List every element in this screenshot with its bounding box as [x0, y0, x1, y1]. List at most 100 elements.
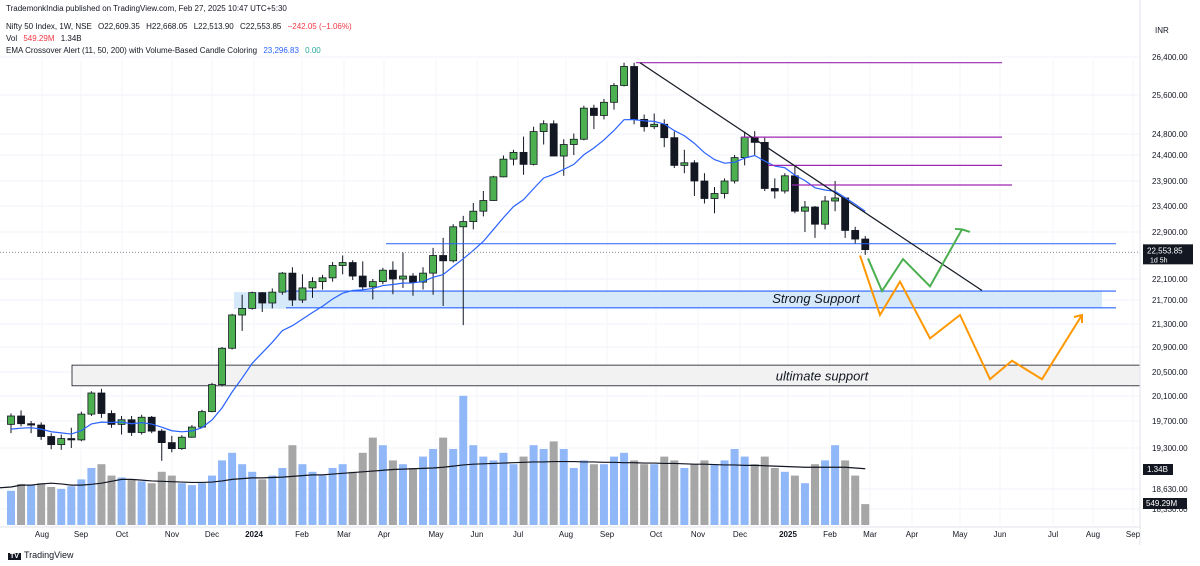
volume-bar: [67, 486, 76, 525]
candle-body: [328, 265, 337, 279]
volume-bar: [680, 468, 689, 525]
candle-body: [770, 188, 779, 192]
vol-label[interactable]: Vol: [6, 34, 18, 43]
projection-orange-arrowhead: [1073, 313, 1083, 323]
candle-body: [539, 123, 548, 132]
volume-bar: [17, 483, 26, 525]
candle-body: [801, 206, 809, 212]
candle-body: [419, 272, 427, 283]
x-tick-label: Feb: [823, 530, 837, 539]
x-tick-label: Jun: [994, 530, 1007, 539]
ema-line: [10, 119, 866, 435]
last-price-badge: [1143, 244, 1193, 265]
candle-body: [690, 162, 699, 182]
x-tick-label: 2025: [779, 530, 797, 539]
candle-body: [439, 255, 448, 262]
volume-bar: [610, 456, 618, 525]
candle-body: [509, 151, 518, 160]
indicator-value-2: 0.00: [305, 46, 321, 55]
candle-body: [600, 101, 608, 116]
strong-support-zone: [286, 291, 1102, 308]
volume-bar: [419, 456, 428, 525]
candle-body: [57, 438, 66, 446]
candle-body: [177, 436, 186, 450]
candle-body: [348, 262, 357, 277]
volume-bar: [599, 464, 608, 525]
volume-bars: [0, 395, 870, 525]
candle-body: [388, 269, 397, 280]
candle-body: [811, 206, 819, 225]
symbol-name[interactable]: Nifty 50 Index, 1W, NSE: [6, 22, 92, 31]
volume-bar: [780, 471, 789, 525]
ohlc-low: L22,513.90: [193, 22, 234, 31]
volume-bar: [7, 490, 15, 525]
candle-body: [640, 118, 649, 128]
volume-bar: [841, 460, 850, 525]
indicator-line: EMA Crossover Alert (11, 50, 200) with V…: [6, 46, 325, 55]
volume-bar: [529, 445, 538, 525]
last-price-label: 22,553.85: [1147, 246, 1183, 255]
candle-body: [77, 413, 86, 441]
candle-body: [760, 141, 769, 189]
volume-bar: [740, 456, 749, 525]
volume-bar: [208, 475, 216, 525]
x-tick-label: Apr: [906, 530, 919, 539]
volume-bar: [800, 483, 809, 525]
volume-bar: [469, 445, 478, 525]
candle-body: [47, 436, 56, 446]
volume-bar: [439, 437, 448, 525]
volume-bar: [730, 449, 739, 525]
volume-bar: [861, 504, 870, 525]
candle-body: [861, 238, 870, 251]
volume-bar: [57, 488, 66, 525]
volume-bar: [218, 460, 227, 525]
projection-green-arrowhead: [954, 227, 971, 233]
x-tick-label: Sep: [1126, 530, 1141, 539]
volume-bar: [328, 468, 337, 525]
volume-bar: [790, 475, 799, 525]
indicator-label[interactable]: EMA Crossover Alert (11, 50, 200) with V…: [6, 46, 258, 55]
tradingview-logo[interactable]: TV TradingView: [8, 550, 73, 560]
candle-body: [187, 426, 196, 438]
y-tick-label: 20,900.00: [1152, 343, 1188, 352]
x-tick-label: Jul: [513, 530, 523, 539]
ultimate-support-zone: [71, 364, 1141, 387]
x-tick-label: Jul: [1048, 530, 1058, 539]
y-tick-label: 18,630.00: [1152, 485, 1188, 494]
volume-bar: [479, 456, 488, 525]
volume-bar: [620, 452, 629, 525]
volume-bar: [489, 460, 498, 525]
y-tick-label: 18,330.00: [1152, 505, 1188, 514]
volume-bar: [640, 464, 649, 525]
volume-bar: [459, 395, 468, 525]
volume-bar: [770, 468, 779, 525]
volume-bar: [97, 464, 106, 525]
candle-body: [288, 272, 297, 301]
volume-bar: [569, 468, 578, 525]
vol-value-1: 549.29M: [23, 34, 55, 43]
volume-bar: [107, 475, 116, 525]
volume-bar: [851, 475, 860, 525]
volume-bar: [358, 452, 367, 525]
x-tick-label: Dec: [205, 530, 219, 539]
strong-support-label: Strong Support: [772, 291, 861, 306]
candle-body: [107, 413, 116, 425]
x-tick-label: Feb: [295, 530, 309, 539]
volume-bar: [660, 456, 669, 525]
volume-bar: [368, 437, 377, 525]
candle-body: [670, 137, 679, 166]
y-tick-label: 23,900.00: [1152, 177, 1188, 186]
x-tick-label: Oct: [116, 530, 129, 539]
x-tick-label: Mar: [863, 530, 877, 539]
y-tick-label: 20,500.00: [1152, 368, 1188, 377]
candle-body: [7, 415, 15, 425]
candle-body: [519, 151, 528, 165]
candle-body: [378, 269, 387, 283]
volume-bar: [509, 464, 518, 525]
candle-body: [590, 107, 598, 116]
volume-bar: [167, 475, 176, 525]
volume-bar: [821, 460, 830, 525]
candle-body: [479, 200, 488, 212]
candle-body: [791, 175, 799, 212]
